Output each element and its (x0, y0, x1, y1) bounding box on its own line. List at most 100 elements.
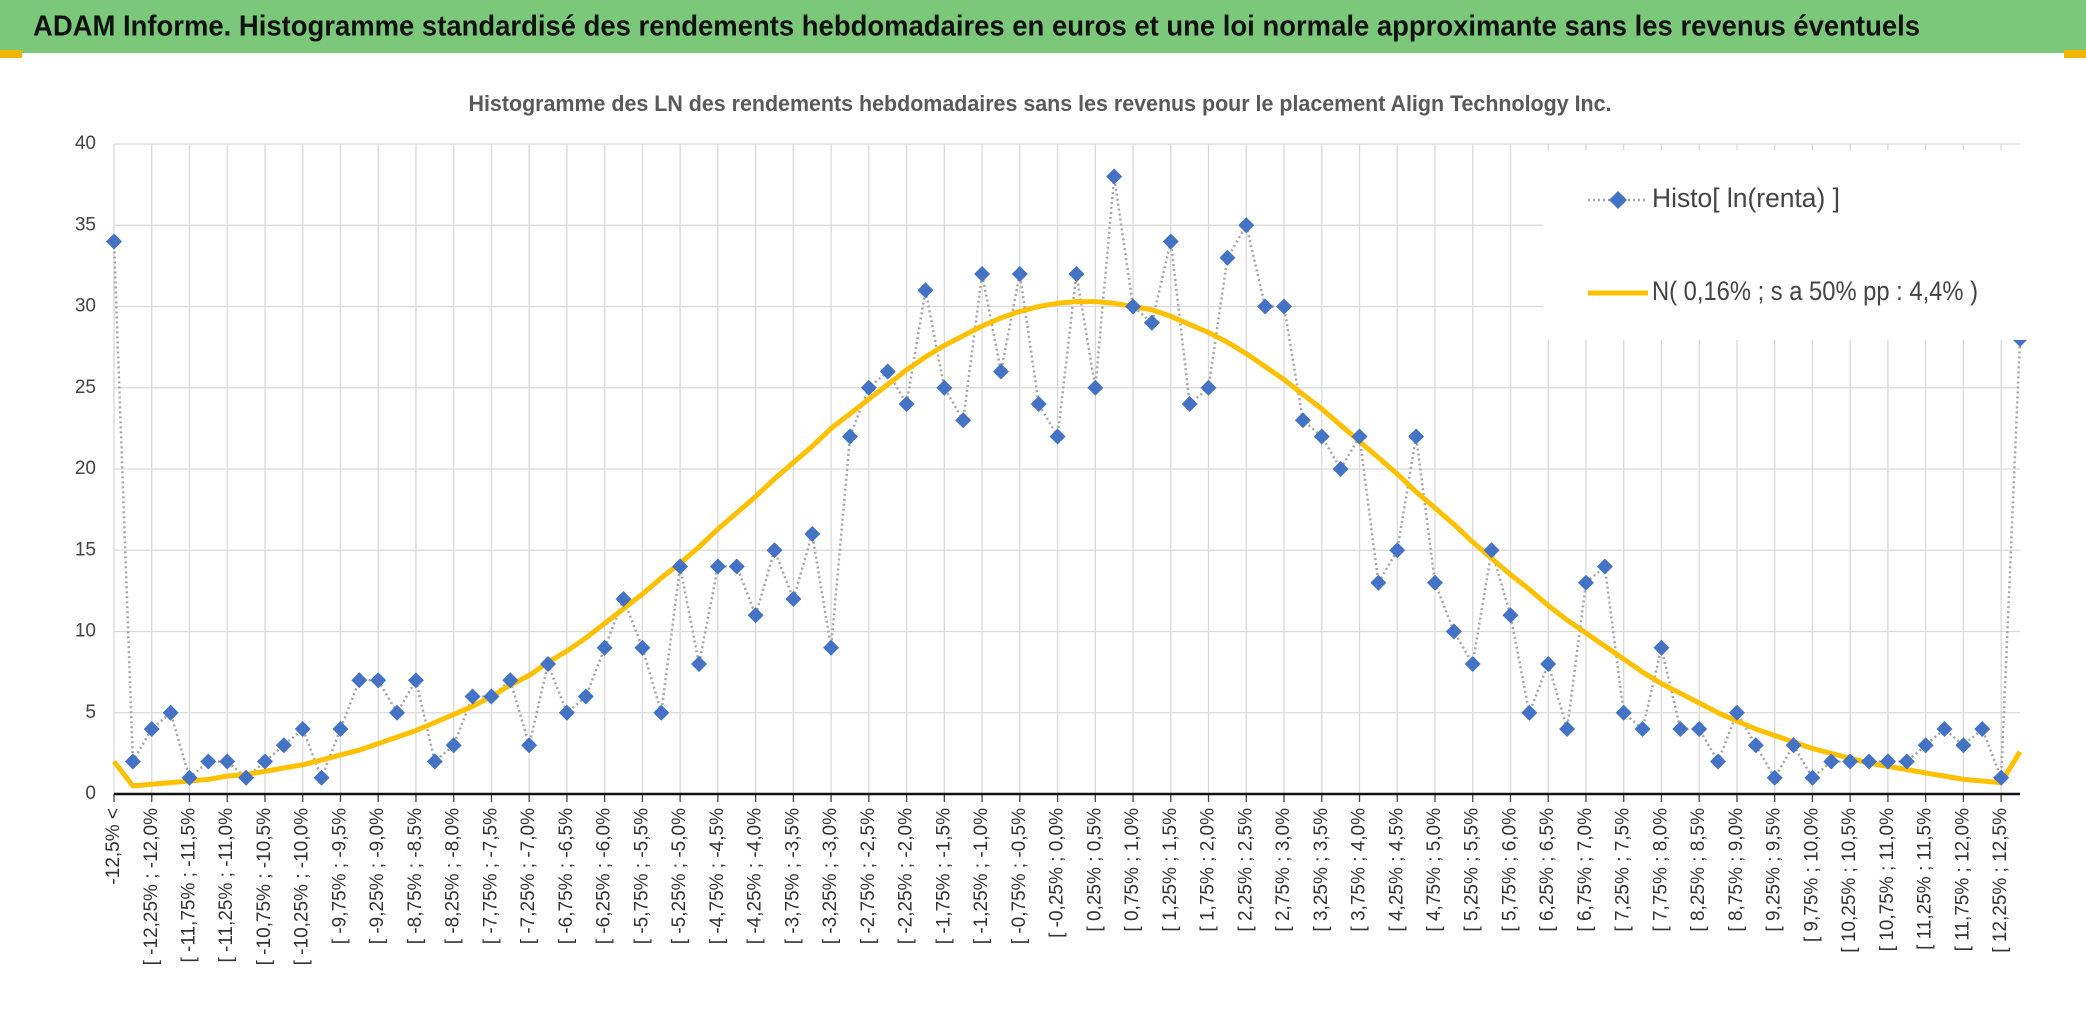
x-tick-label: [ 9,75% ; 10,0% (1801, 808, 1822, 942)
diamond-marker (1181, 396, 1198, 412)
diamond-marker (407, 672, 424, 689)
x-tick-label: [ -11,75% ; -11,5% (179, 808, 200, 963)
diamond-marker (256, 753, 273, 770)
x-tick-label: [ -8,25% ; -8,0% (443, 808, 464, 944)
x-tick-label: [ -1,25% ; -1,0% (971, 808, 992, 944)
x-tick-label: [ 2,75% ; 3,0% (1273, 808, 1294, 932)
diamond-marker (1389, 542, 1406, 559)
diamond-marker (1861, 753, 1878, 770)
diamond-marker (1879, 753, 1896, 770)
diamond-marker (1728, 704, 1745, 721)
diamond-marker (1577, 574, 1594, 591)
diamond-marker (728, 558, 745, 575)
legend: Histo[ ln(renta) ] N( 0,16% ; s a 50% pp … (1543, 150, 2028, 340)
diamond-marker (1842, 753, 1859, 770)
diamond-marker (1672, 721, 1689, 737)
diamond-marker (1521, 704, 1538, 721)
diamond-marker (124, 753, 141, 770)
diamond-marker (766, 542, 783, 559)
diamond-marker (672, 558, 689, 575)
diamond-marker (1804, 769, 1821, 786)
y-tick-label: 30 (75, 296, 96, 317)
x-tick-label: [ -6,75% ; -6,5% (556, 808, 577, 944)
diamond-marker (879, 363, 896, 380)
diamond-marker (1238, 217, 1255, 234)
diamond-marker (1049, 428, 1066, 445)
diamond-marker (634, 639, 651, 656)
diamond-marker (483, 688, 500, 705)
diamond-marker (370, 672, 387, 689)
x-tick-label: [ 10,25% ; 10,5% (1839, 808, 1860, 953)
y-tick-label: 25 (75, 377, 96, 398)
diamond-marker (275, 737, 292, 754)
diamond-marker (294, 721, 311, 737)
diamond-marker (313, 769, 330, 786)
x-tick-label: -12,5% < (103, 808, 124, 885)
diamond-marker (955, 412, 972, 429)
x-tick-label: [ 9,25% ; 9,5% (1764, 808, 1785, 932)
diamond-marker (238, 769, 255, 786)
x-tick-label: [ -1,75% ; -1,5% (933, 808, 954, 944)
corner-mark (0, 50, 22, 58)
diamond-marker (540, 656, 557, 672)
diamond-marker (1710, 753, 1727, 770)
grid: 0 5 10 15 20 25 30 35 40 -12,5% < [ -12,25% ; -12,… (75, 133, 2020, 965)
x-tick-label: [ 2,25% ; 2,5% (1235, 808, 1256, 932)
diamond-marker (596, 639, 613, 656)
diamond-marker (1653, 639, 1670, 656)
x-tick-label: [ -9,25% ; -9,0% (367, 808, 388, 944)
x-tick-label: [ 0,75% ; 1,0% (1122, 808, 1143, 932)
y-tick-label: 5 (85, 702, 96, 723)
x-tick-label: [ 8,75% ; 9,0% (1726, 808, 1747, 932)
x-tick-label: [ 7,75% ; 8,0% (1650, 808, 1671, 932)
x-tick-label: [ -7,75% ; -7,5% (480, 808, 501, 944)
x-tick-label: [ -10,25% ; -10,0% (292, 808, 313, 965)
x-tick-label: [ -7,25% ; -7,0% (518, 808, 539, 944)
x-tick-label: [ 1,25% ; 1,5% (1160, 808, 1181, 932)
diamond-marker (1087, 379, 1104, 396)
diamond-marker (426, 753, 443, 770)
diamond-marker (521, 737, 538, 754)
diamond-marker (558, 704, 575, 721)
diamond-marker (1785, 737, 1802, 754)
diamond-marker (445, 737, 462, 754)
diamond-marker (1125, 298, 1142, 315)
x-tick-label: [ 8,25% ; 8,5% (1688, 808, 1709, 932)
x-tick-label: [ 6,25% ; 6,5% (1537, 808, 1558, 932)
diamond-marker (1634, 721, 1651, 737)
x-tick-label: [ -5,75% ; -5,5% (631, 808, 652, 944)
diamond-marker (1596, 558, 1613, 575)
x-tick-label: [ 4,75% ; 5,0% (1424, 808, 1445, 932)
diamond-marker (841, 428, 858, 445)
legend-label: N( 0,16% ; s a 50% pp : 4,4% ) (1652, 276, 1978, 306)
diamond-marker (1294, 412, 1311, 429)
diamond-marker (1540, 656, 1557, 672)
x-tick-label: [ -5,25% ; -5,0% (669, 808, 690, 944)
diamond-marker (219, 753, 236, 770)
diamond-marker (747, 607, 764, 624)
x-tick-label: [ -3,75% ; -3,5% (782, 808, 803, 944)
diamond-marker (106, 233, 122, 250)
diamond-marker (992, 363, 1009, 380)
x-tick-label: [ -2,25% ; -2,0% (896, 808, 917, 944)
legend-box (1543, 150, 2028, 340)
diamond-marker (691, 656, 708, 672)
x-tick-label: [ -4,75% ; -4,5% (707, 808, 728, 944)
diamond-marker (917, 282, 934, 299)
diamond-marker (1955, 737, 1972, 754)
diamond-marker (502, 672, 519, 689)
diamond-marker (1106, 168, 1123, 185)
diamond-marker (1276, 298, 1293, 315)
x-tick-label: [ 6,75% ; 7,0% (1575, 808, 1596, 932)
chart-title: Histogramme des LN des rendements hebdom… (469, 91, 1612, 116)
x-tick-label: [ -3,25% ; -3,0% (820, 808, 841, 944)
diamond-marker (332, 721, 349, 737)
x-tick-label: [ 10,75% ; 11,0% (1877, 808, 1898, 951)
diamond-marker (181, 769, 198, 786)
legend-label: Histo[ ln(renta) ] (1652, 183, 1840, 213)
x-tick-label: [ -6,25% ; -6,0% (594, 808, 615, 944)
diamond-marker (1426, 574, 1443, 591)
y-tick-label: 0 (85, 783, 96, 804)
diamond-marker (1370, 574, 1387, 591)
diamond-marker (389, 704, 406, 721)
